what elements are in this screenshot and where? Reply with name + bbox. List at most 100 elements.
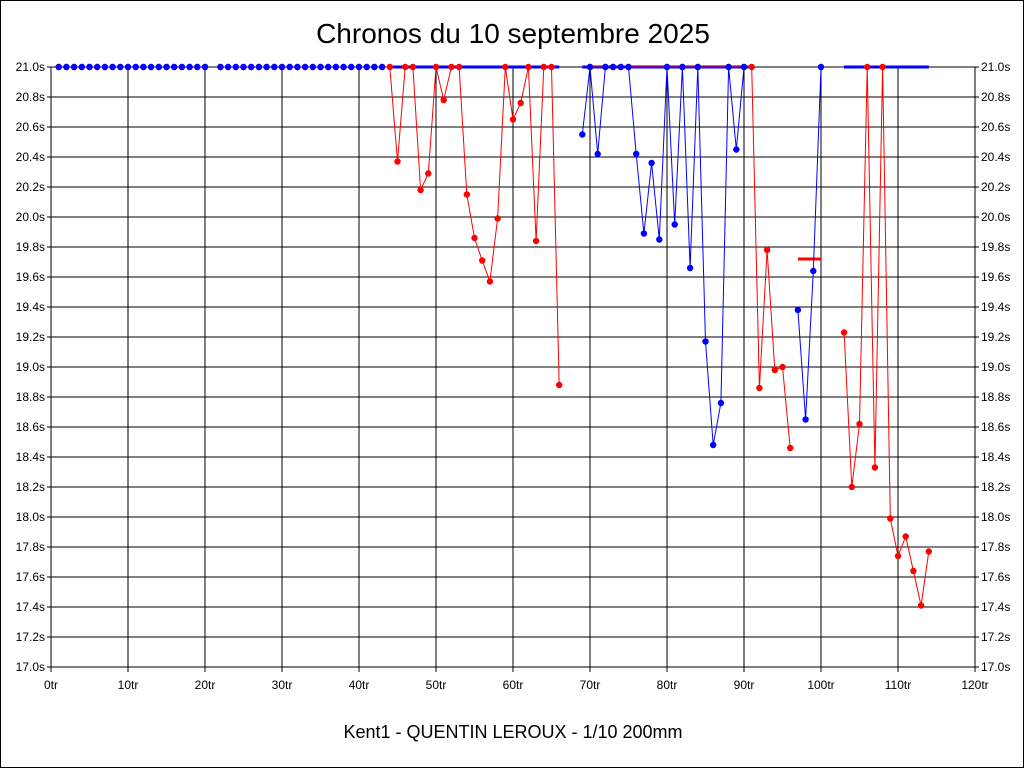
series-1-point xyxy=(640,230,648,237)
series-1-point xyxy=(232,63,239,71)
y-tick-label-right: 21.0s xyxy=(981,60,1010,74)
x-tick-label: 60tr xyxy=(503,678,524,692)
series-1-point xyxy=(617,63,624,71)
series-1-point xyxy=(656,236,663,243)
series-0-point xyxy=(756,384,763,392)
series-1-point xyxy=(78,63,86,71)
y-tick-label-right: 18.4s xyxy=(981,450,1010,464)
series-0-point xyxy=(432,63,440,71)
y-tick-label-left: 19.8s xyxy=(16,240,45,254)
series-0-point xyxy=(887,515,894,522)
series-1-point xyxy=(817,63,825,71)
series-0-point xyxy=(471,234,478,242)
y-tick-label-right: 18.2s xyxy=(981,480,1010,494)
series-0-point xyxy=(479,257,486,264)
series-1-point xyxy=(686,264,694,272)
series-0-point xyxy=(425,170,432,177)
series-0-point xyxy=(486,278,494,285)
series-1-point xyxy=(694,63,701,71)
series-0-point xyxy=(856,420,863,428)
series-1-point xyxy=(194,63,201,71)
series-0-point xyxy=(502,63,509,71)
series-1-point xyxy=(201,63,209,71)
y-tick-label-left: 18.6s xyxy=(16,420,45,434)
y-tick-label-left: 17.2s xyxy=(16,630,45,644)
x-tick-label: 110tr xyxy=(885,678,911,692)
y-tick-label-left: 19.2s xyxy=(16,330,45,344)
y-tick-label-right: 19.8s xyxy=(981,240,1010,254)
chart-title: Chronos du 10 septembre 2025 xyxy=(316,18,710,49)
y-tick-label-left: 17.0s xyxy=(16,660,45,674)
series-1-point xyxy=(710,441,717,449)
y-tick-label-left: 21.0s xyxy=(16,60,45,74)
chart-subtitle: Kent1 - QUENTIN LEROUX - 1/10 200mm xyxy=(343,722,683,742)
series-0-point xyxy=(910,567,917,575)
series-0-point xyxy=(871,464,879,471)
x-tick-label: 0tr xyxy=(44,678,58,692)
series-1-point xyxy=(733,146,740,153)
y-tick-label-left: 20.6s xyxy=(16,120,45,134)
series-1-point xyxy=(55,63,62,71)
y-tick-label-left: 18.4s xyxy=(16,450,45,464)
y-tick-label-left: 18.0s xyxy=(16,510,45,524)
series-0-point xyxy=(879,63,886,71)
series-0-point xyxy=(548,63,555,71)
series-0-point xyxy=(386,63,393,71)
y-tick-label-left: 17.4s xyxy=(16,600,45,614)
series-0-point xyxy=(748,63,755,71)
y-tick-label-right: 18.6s xyxy=(981,420,1010,434)
series-1-point xyxy=(294,63,301,71)
y-tick-label-right: 17.6s xyxy=(981,570,1010,584)
series-0-point xyxy=(894,552,902,560)
y-tick-label-right: 17.0s xyxy=(981,660,1010,674)
series-1-point xyxy=(625,63,632,71)
series-1-point xyxy=(147,63,155,71)
y-tick-label-right: 17.4s xyxy=(981,600,1010,614)
series-1-point xyxy=(132,63,139,71)
series-1-point xyxy=(317,63,324,71)
series-0-point xyxy=(455,63,463,71)
series-1-point xyxy=(94,63,101,71)
series-0-point xyxy=(771,366,778,374)
series-1-point xyxy=(663,63,671,71)
y-tick-label-left: 20.4s xyxy=(16,150,45,164)
series-1-point xyxy=(278,63,286,71)
y-tick-label-left: 18.2s xyxy=(16,480,45,494)
series-1-line xyxy=(797,66,822,420)
y-tick-label-right: 17.8s xyxy=(981,540,1010,554)
y-tick-label-right: 19.6s xyxy=(981,270,1010,284)
series-1-point xyxy=(594,150,601,158)
series-1-point xyxy=(117,63,124,71)
series-1-point xyxy=(363,63,370,71)
series-1-line xyxy=(581,66,745,446)
series-1-point xyxy=(140,63,147,71)
x-tick-label: 10tr xyxy=(118,678,139,692)
series-1-point xyxy=(109,63,116,71)
series-0-point xyxy=(848,483,855,491)
series-1-point xyxy=(794,306,802,314)
series-1-point xyxy=(586,63,594,71)
series-0-point xyxy=(509,116,517,123)
y-tick-label-right: 18.8s xyxy=(981,390,1010,404)
series-1-point xyxy=(609,63,617,71)
series-1-point xyxy=(63,63,70,71)
series-1-point xyxy=(263,63,270,71)
series-1-point xyxy=(217,63,224,71)
series-1-point xyxy=(702,338,709,345)
series-1-point xyxy=(633,150,640,158)
y-tick-label-left: 19.0s xyxy=(16,360,45,374)
x-tick-label: 90tr xyxy=(734,678,755,692)
series-1-point xyxy=(579,131,586,138)
y-tick-label-right: 20.4s xyxy=(981,150,1010,164)
x-tick-label: 20tr xyxy=(195,678,216,692)
series-1-point xyxy=(171,63,178,71)
series-0-point xyxy=(556,381,563,389)
series-1-point xyxy=(301,63,309,71)
y-tick-label-right: 20.6s xyxy=(981,120,1010,134)
series-0-point xyxy=(540,63,547,71)
series-0-point xyxy=(779,363,786,371)
series-0-point xyxy=(532,237,540,245)
y-tick-label-right: 18.0s xyxy=(981,510,1010,524)
